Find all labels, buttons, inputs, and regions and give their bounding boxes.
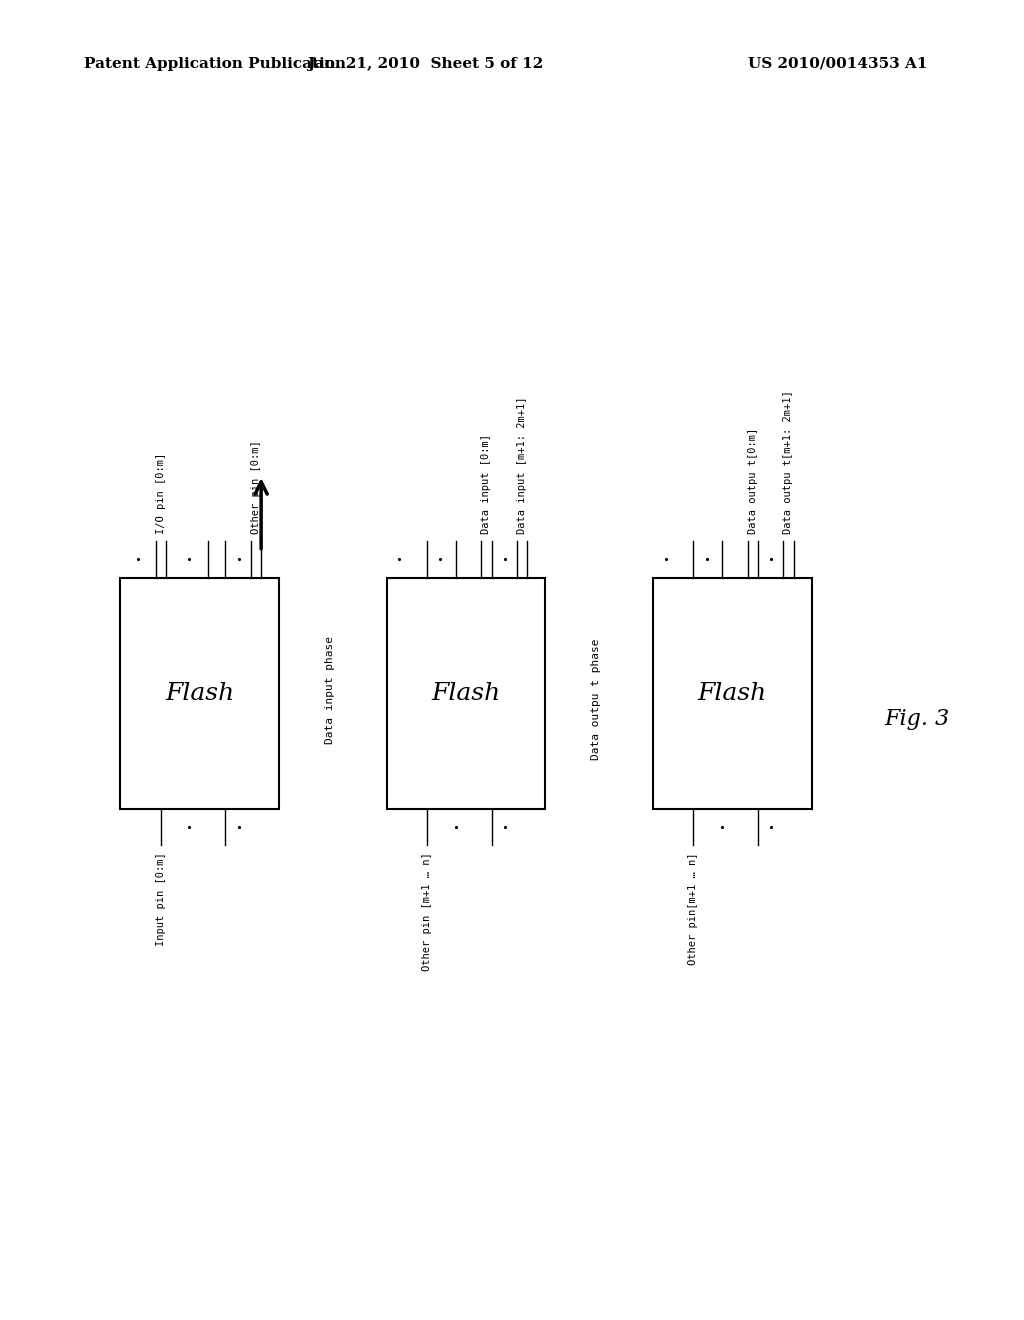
Text: Data input phase: Data input phase (325, 636, 335, 744)
Text: Data input [0:m]: Data input [0:m] (481, 434, 492, 533)
Text: Jan. 21, 2010  Sheet 5 of 12: Jan. 21, 2010 Sheet 5 of 12 (307, 57, 543, 71)
Text: Other pin [0:m]: Other pin [0:m] (251, 440, 261, 533)
Bar (387, 578, 545, 808)
Text: Input pin [0:m]: Input pin [0:m] (156, 853, 166, 946)
Text: Data outpu t[0:m]: Data outpu t[0:m] (748, 428, 758, 533)
Text: US 2010/0014353 A1: US 2010/0014353 A1 (748, 57, 927, 71)
Text: Data input [m+1: 2m+1]: Data input [m+1: 2m+1] (517, 396, 527, 533)
Text: Fig. 3: Fig. 3 (884, 709, 949, 730)
Bar (653, 578, 811, 808)
Text: Flash: Flash (697, 681, 767, 705)
Text: I/O pin [0:m]: I/O pin [0:m] (156, 453, 166, 533)
Bar (121, 578, 279, 808)
Text: Data outpu t phase: Data outpu t phase (591, 639, 601, 760)
Text: Flash: Flash (165, 681, 234, 705)
Text: Flash: Flash (431, 681, 501, 705)
Text: Other pin [m+1 … n]: Other pin [m+1 … n] (422, 853, 432, 970)
Text: Data outpu t[m+1: 2m+1]: Data outpu t[m+1: 2m+1] (783, 391, 794, 533)
Text: Patent Application Publication: Patent Application Publication (84, 57, 346, 71)
Text: Other pin[m+1 … n]: Other pin[m+1 … n] (688, 853, 698, 965)
